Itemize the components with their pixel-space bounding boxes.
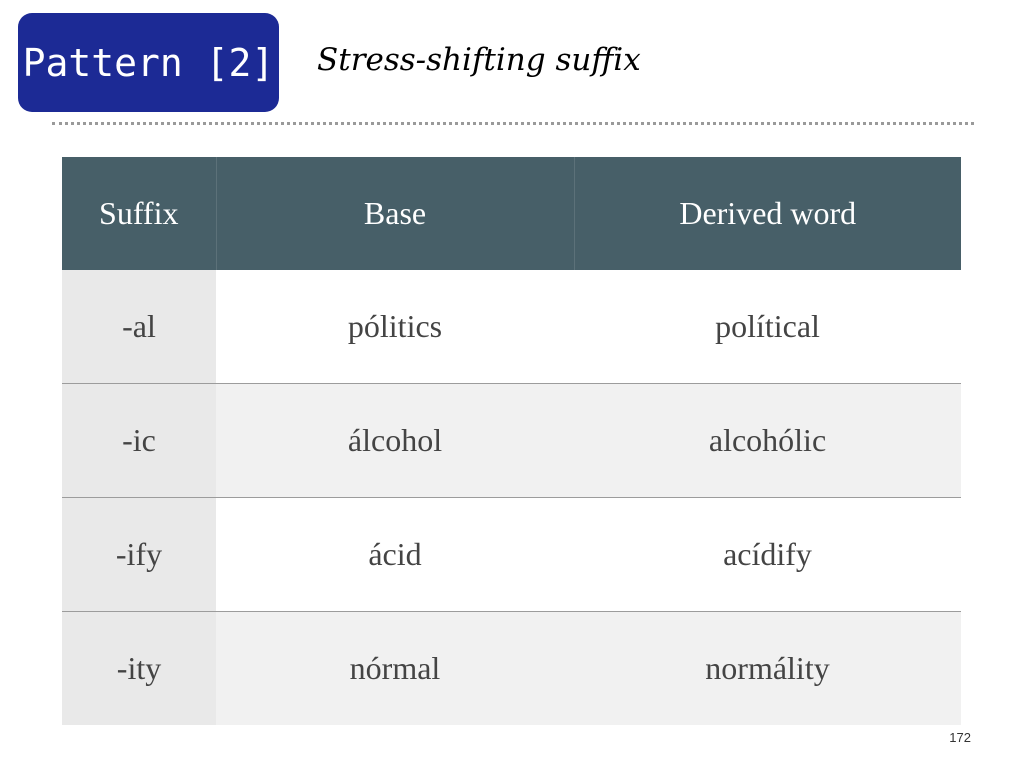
column-header-suffix: Suffix (62, 157, 216, 270)
table-row: -al pólitics polítical (62, 270, 961, 384)
base-cell: nórmal (216, 611, 574, 725)
base-cell: pólitics (216, 270, 574, 384)
pattern-badge: Pattern [2] (18, 13, 279, 112)
suffix-cell: -al (62, 270, 216, 384)
derived-word-cell: normálity (574, 611, 961, 725)
pattern-label: Pattern [2] (22, 40, 275, 85)
base-cell: ácid (216, 497, 574, 612)
table-header-row: Suffix Base Derived word (62, 157, 961, 270)
page-number: 172 (949, 730, 971, 745)
table-row: -ity nórmal normálity (62, 611, 961, 725)
table-row: -ic álcohol alcohólic (62, 383, 961, 498)
dotted-divider (52, 122, 974, 125)
derived-word-cell: polítical (574, 270, 961, 384)
slide-subtitle: Stress-shifting suffix (317, 42, 641, 78)
column-header-derived-word: Derived word (573, 157, 961, 270)
suffix-table: Suffix Base Derived word -al pólitics po… (62, 157, 961, 725)
column-header-base: Base (215, 157, 574, 270)
suffix-cell: -ify (62, 497, 216, 612)
suffix-cell: -ity (62, 611, 216, 725)
derived-word-cell: acídify (574, 497, 961, 612)
suffix-cell: -ic (62, 383, 216, 498)
table-row: -ify ácid acídify (62, 497, 961, 612)
derived-word-cell: alcohólic (574, 383, 961, 498)
base-cell: álcohol (216, 383, 574, 498)
